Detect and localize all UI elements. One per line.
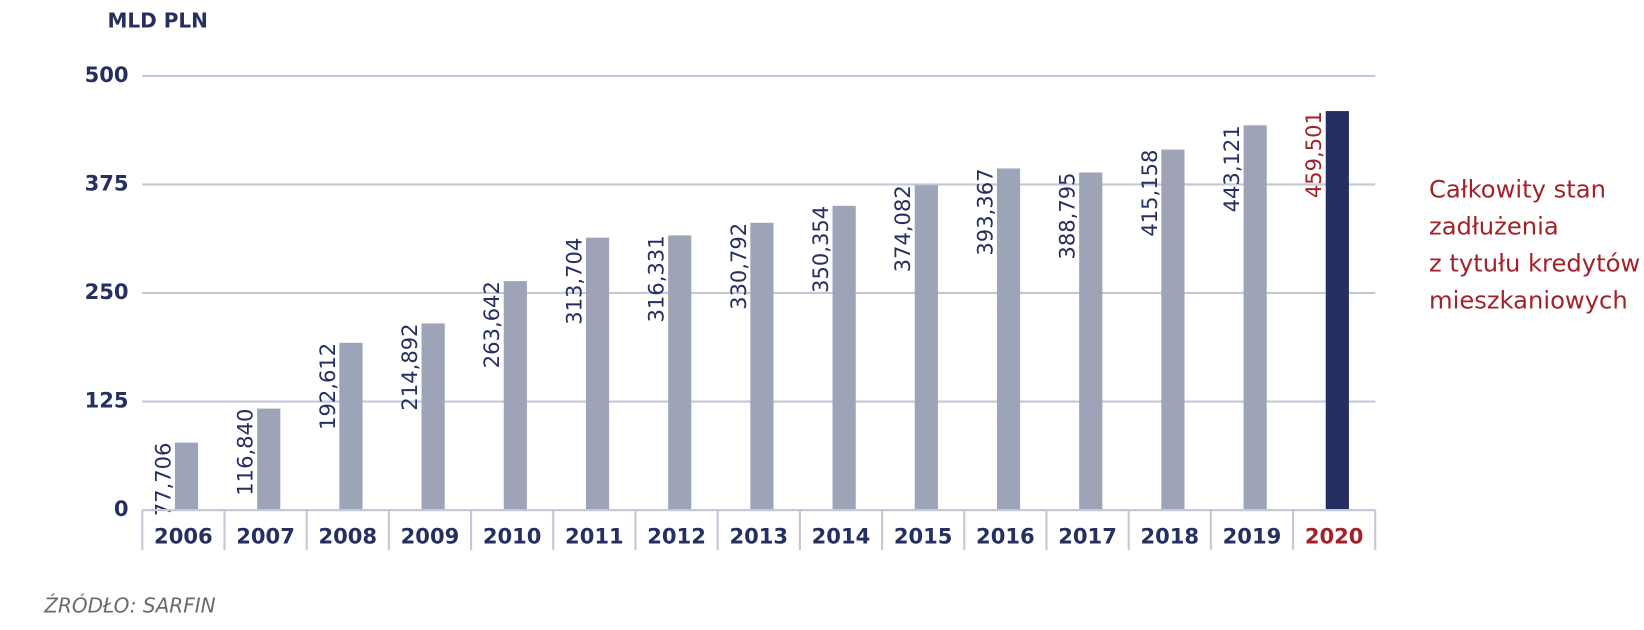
bar xyxy=(339,342,363,511)
x-tick-label: 2011 xyxy=(565,523,624,548)
bar xyxy=(1325,111,1349,511)
x-tick-label: 2015 xyxy=(894,523,953,548)
value-label: 116,840 xyxy=(233,409,258,496)
x-tick-label: 2016 xyxy=(976,523,1035,548)
bar xyxy=(750,222,774,511)
bar xyxy=(1079,172,1103,511)
x-tick-label: 2017 xyxy=(1058,523,1117,548)
x-tick-label: 2006 xyxy=(154,523,213,548)
bar xyxy=(1161,149,1185,511)
value-label: 443,121 xyxy=(1219,125,1244,212)
value-label: 459,501 xyxy=(1301,111,1326,198)
bar xyxy=(174,442,199,511)
x-tick-label: 2018 xyxy=(1140,523,1199,548)
y-tick-label: 500 xyxy=(85,62,129,87)
value-label: 374,082 xyxy=(890,185,915,272)
x-tick-label: 2007 xyxy=(236,523,295,548)
y-tick-label: 125 xyxy=(85,388,129,413)
source: ŹRÓDŁO: SARFIN xyxy=(43,594,215,618)
y-axis-label: MLD PLN xyxy=(107,9,207,33)
annotation: zadłużenia xyxy=(1429,213,1559,241)
annotation: Całkowity stan xyxy=(1429,176,1606,204)
x-tick-label: 2012 xyxy=(647,523,706,548)
value-label: 263,642 xyxy=(479,281,504,368)
bar xyxy=(585,237,610,511)
bar xyxy=(996,168,1021,511)
y-tick-label: 375 xyxy=(85,170,129,195)
value-label: 415,158 xyxy=(1137,150,1162,237)
value-label: 388,795 xyxy=(1055,172,1080,259)
bar xyxy=(914,185,938,511)
value-label: 313,704 xyxy=(561,238,586,325)
y-tick-label: 250 xyxy=(85,279,129,304)
value-label: 330,792 xyxy=(726,223,751,310)
bar xyxy=(257,408,281,511)
value-label: 393,367 xyxy=(972,168,997,255)
x-tick-label: 2020 xyxy=(1305,523,1364,548)
bar xyxy=(668,235,692,511)
value-label: 77,706 xyxy=(150,443,175,517)
bar xyxy=(503,281,527,511)
x-tick-label: 2014 xyxy=(812,523,871,548)
annotation: mieszkaniowych xyxy=(1429,286,1628,314)
value-label: 316,331 xyxy=(644,235,669,322)
bar xyxy=(421,323,445,511)
value-label: 214,892 xyxy=(397,323,422,410)
value-label: 350,354 xyxy=(808,206,833,293)
bar xyxy=(832,205,856,511)
x-tick-label: 2008 xyxy=(318,523,377,548)
annotation: z tytułu kredytów xyxy=(1429,250,1640,278)
value-label: 192,612 xyxy=(315,343,340,430)
y-tick-label: 0 xyxy=(114,496,129,521)
x-tick-label: 2010 xyxy=(483,523,542,548)
bar xyxy=(1243,125,1267,511)
x-tick-label: 2019 xyxy=(1223,523,1282,548)
x-tick-label: 2009 xyxy=(401,523,460,548)
x-tick-label: 2013 xyxy=(729,523,788,548)
